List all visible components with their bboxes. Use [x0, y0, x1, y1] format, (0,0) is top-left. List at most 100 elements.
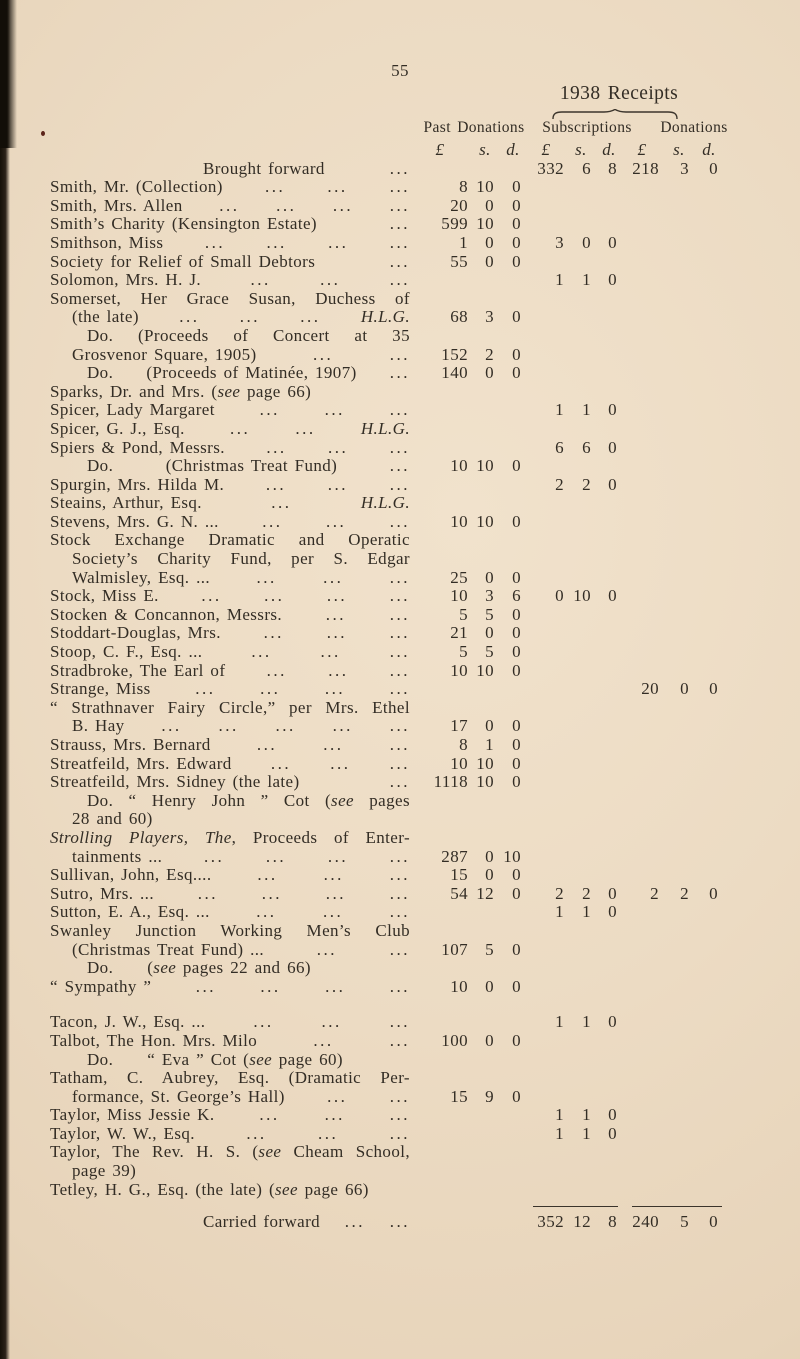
don-pounds: [622, 420, 662, 439]
leader-dots: ...: [253, 1012, 274, 1032]
donor-name-part: (Christmas Treat Fund): [165, 456, 338, 476]
subs-pounds: [526, 364, 566, 383]
subs-pounds: [526, 680, 566, 699]
past-shillings: 5: [485, 604, 494, 624]
subs-shillings: [566, 531, 596, 550]
donor-name: Sutro, Mrs. ...............: [50, 884, 410, 904]
subs-pounds: 2: [555, 474, 564, 494]
don-pounds: [622, 1181, 662, 1200]
donor-name: Brought forward...: [50, 159, 410, 179]
leader-dots: ...: [332, 195, 354, 215]
don-shillings: 0: [680, 679, 689, 699]
row-spacer: [50, 996, 722, 1013]
don-pence: [696, 1162, 722, 1181]
subs-pence: [596, 1181, 622, 1200]
don-shillings: [662, 234, 696, 253]
donor-name: Stevens, Mrs. G. N. ............: [50, 512, 410, 532]
past-shillings: 0: [485, 363, 494, 383]
past-shillings: [470, 792, 500, 811]
leader-dots: ...: [266, 232, 287, 252]
past-pounds: 21: [450, 623, 468, 643]
past-shillings: 1: [485, 735, 494, 754]
subs-shillings: [566, 383, 596, 402]
don-pence: [696, 624, 722, 643]
donor-name-part: Spicer, Lady Margaret: [50, 400, 215, 420]
table-row: Stock, Miss E............. 10 3 6 0 10 0: [50, 587, 722, 606]
past-pounds: 8: [459, 177, 468, 197]
table-row: Stoddart-Douglas, Mrs.......... 21 0 0: [50, 624, 722, 643]
leader-dots: ...: [327, 177, 348, 197]
past-pounds: [410, 1069, 470, 1088]
leader-dots: ...: [389, 344, 410, 364]
don-pence: [696, 866, 722, 885]
subs-shillings: 1: [582, 400, 591, 420]
past-pounds: 152: [441, 344, 468, 364]
leader-dots: ...: [239, 307, 260, 327]
past-pounds: [410, 810, 470, 829]
don-shillings: [662, 866, 696, 885]
leader-dots: ...: [324, 679, 346, 699]
past-pence: 0: [512, 735, 521, 754]
don-pence: [696, 401, 722, 420]
subs-pence: [596, 606, 622, 625]
brace-over-receipts-columns: [552, 109, 678, 119]
subs-shillings: [566, 941, 596, 960]
donor-name: Taylor, W. W., Esq..........: [50, 1124, 410, 1144]
donor-name: Tacon, J. W., Esq. ............: [50, 1013, 410, 1032]
don-pounds: [622, 1143, 662, 1162]
subs-pence: [596, 569, 622, 588]
subs-pence: [596, 662, 622, 681]
subs-pounds: [526, 959, 566, 978]
don-shillings: [662, 327, 696, 346]
don-pounds: [622, 643, 662, 662]
past-shillings: 10: [476, 772, 494, 792]
past-shillings: [470, 327, 500, 346]
don-shillings: [662, 476, 696, 495]
subs-pounds: [526, 569, 566, 588]
don-shillings: 3: [680, 158, 689, 178]
subs-shillings: [566, 327, 596, 346]
donor-name: Strange, Miss............: [50, 680, 410, 699]
donor-name-part: Spurgin, Mrs. Hilda M.: [50, 474, 225, 494]
past-pence: 0: [512, 716, 521, 736]
table-row: Spiers & Pond, Messrs.......... 6 6 0: [50, 437, 722, 458]
table-row: Talbot, The Hon. Mrs. Milo...... 100 0 0: [50, 1031, 722, 1051]
leader-dots: ...: [266, 437, 287, 457]
subs-pence: [596, 680, 622, 699]
past-shillings: 0: [485, 251, 494, 271]
don-shillings: [662, 755, 696, 774]
table-row: Streatfeild, Mrs. Sidney (the late)... 11…: [50, 773, 722, 792]
leader-dots: ...: [320, 270, 341, 290]
past-pence: 10: [503, 846, 521, 866]
donor-name: Spurgin, Mrs. Hilda M..........: [50, 474, 410, 495]
don-pence: [696, 606, 722, 625]
past-shillings: [470, 1143, 500, 1162]
past-pence: 0: [512, 865, 521, 885]
subs-pence: [596, 959, 622, 978]
donor-name: page 39): [50, 1161, 410, 1181]
table-row: Strauss, Mrs. Bernard......... 8 1 0: [50, 735, 722, 755]
past-pence: [500, 1125, 526, 1144]
past-shillings: 10: [476, 753, 494, 773]
past-pounds: 15: [450, 865, 468, 885]
past-pounds: [410, 1051, 470, 1070]
subs-shillings: [566, 1069, 596, 1088]
don-shillings: [662, 494, 696, 513]
donor-name-part: Stocken & Concannon, Messrs.: [50, 604, 283, 624]
past-shillings: 10: [476, 660, 494, 680]
don-pounds: [622, 346, 662, 365]
past-pence: [500, 271, 526, 290]
donor-name-part: Taylor, Miss Jessie K.: [50, 1105, 215, 1125]
donor-name-suffix: H.L.G.: [360, 493, 410, 513]
leader-dots: ...: [389, 586, 410, 606]
table-row: Strange, Miss............ 20 0 0: [50, 680, 722, 699]
subs-shillings: [566, 1051, 596, 1070]
subs-shillings: [566, 680, 596, 699]
past-pounds: [410, 680, 470, 699]
leader-dots: ...: [389, 474, 410, 494]
table-row: Stoop, C. F., Esq. ............ 5 5 0: [50, 642, 722, 662]
leader-dots: ...: [256, 735, 278, 754]
donor-name-part: Somerset, Her Grace Susan, Duchess of: [50, 288, 410, 308]
don-pounds: [622, 383, 662, 402]
table-row: Spicer, G. J., Esq....... H.L.G.: [50, 419, 722, 439]
